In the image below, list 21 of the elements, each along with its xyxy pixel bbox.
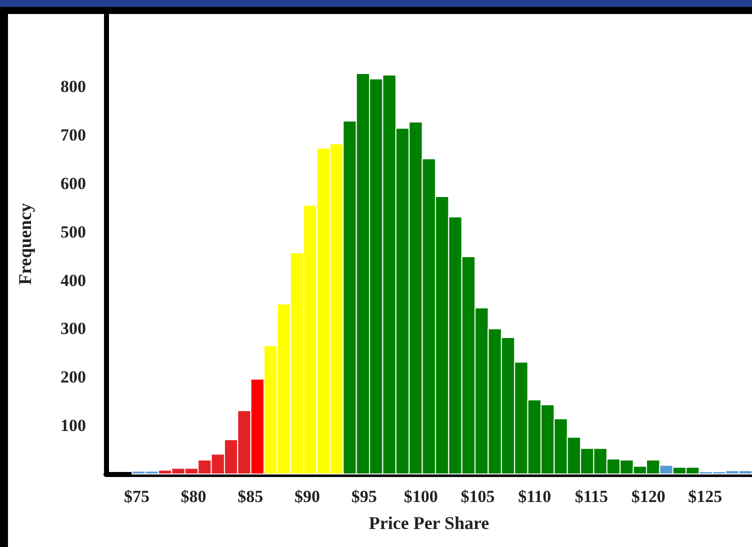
- x-tick-label: $80: [180, 487, 206, 506]
- y-tick-label: 500: [60, 222, 86, 242]
- x-tick-label: $105: [460, 487, 495, 506]
- x-tick-label: $110: [518, 487, 552, 506]
- y-tick-label: 800: [60, 77, 86, 96]
- x-tick-label: $100: [404, 487, 438, 506]
- y-tick-label: 200: [60, 368, 86, 387]
- x-tick-label: $95: [351, 487, 377, 506]
- x-tick-label: $120: [631, 487, 666, 506]
- y-tick-label: 100: [60, 416, 86, 436]
- x-tick-label: $115: [574, 487, 608, 506]
- y-tick-label: 400: [60, 270, 86, 290]
- y-tick-label: 600: [60, 174, 86, 193]
- x-tick-label: $85: [238, 487, 264, 506]
- y-axis-title: Frequency: [15, 203, 35, 285]
- x-tick-label: $125: [688, 487, 722, 506]
- y-tick-label: 300: [60, 319, 86, 338]
- y-tick-label: 700: [60, 126, 86, 145]
- x-tick-label: $90: [294, 487, 320, 506]
- x-axis-title: Price Per Share: [368, 513, 490, 533]
- x-tick-label: $75: [124, 487, 150, 506]
